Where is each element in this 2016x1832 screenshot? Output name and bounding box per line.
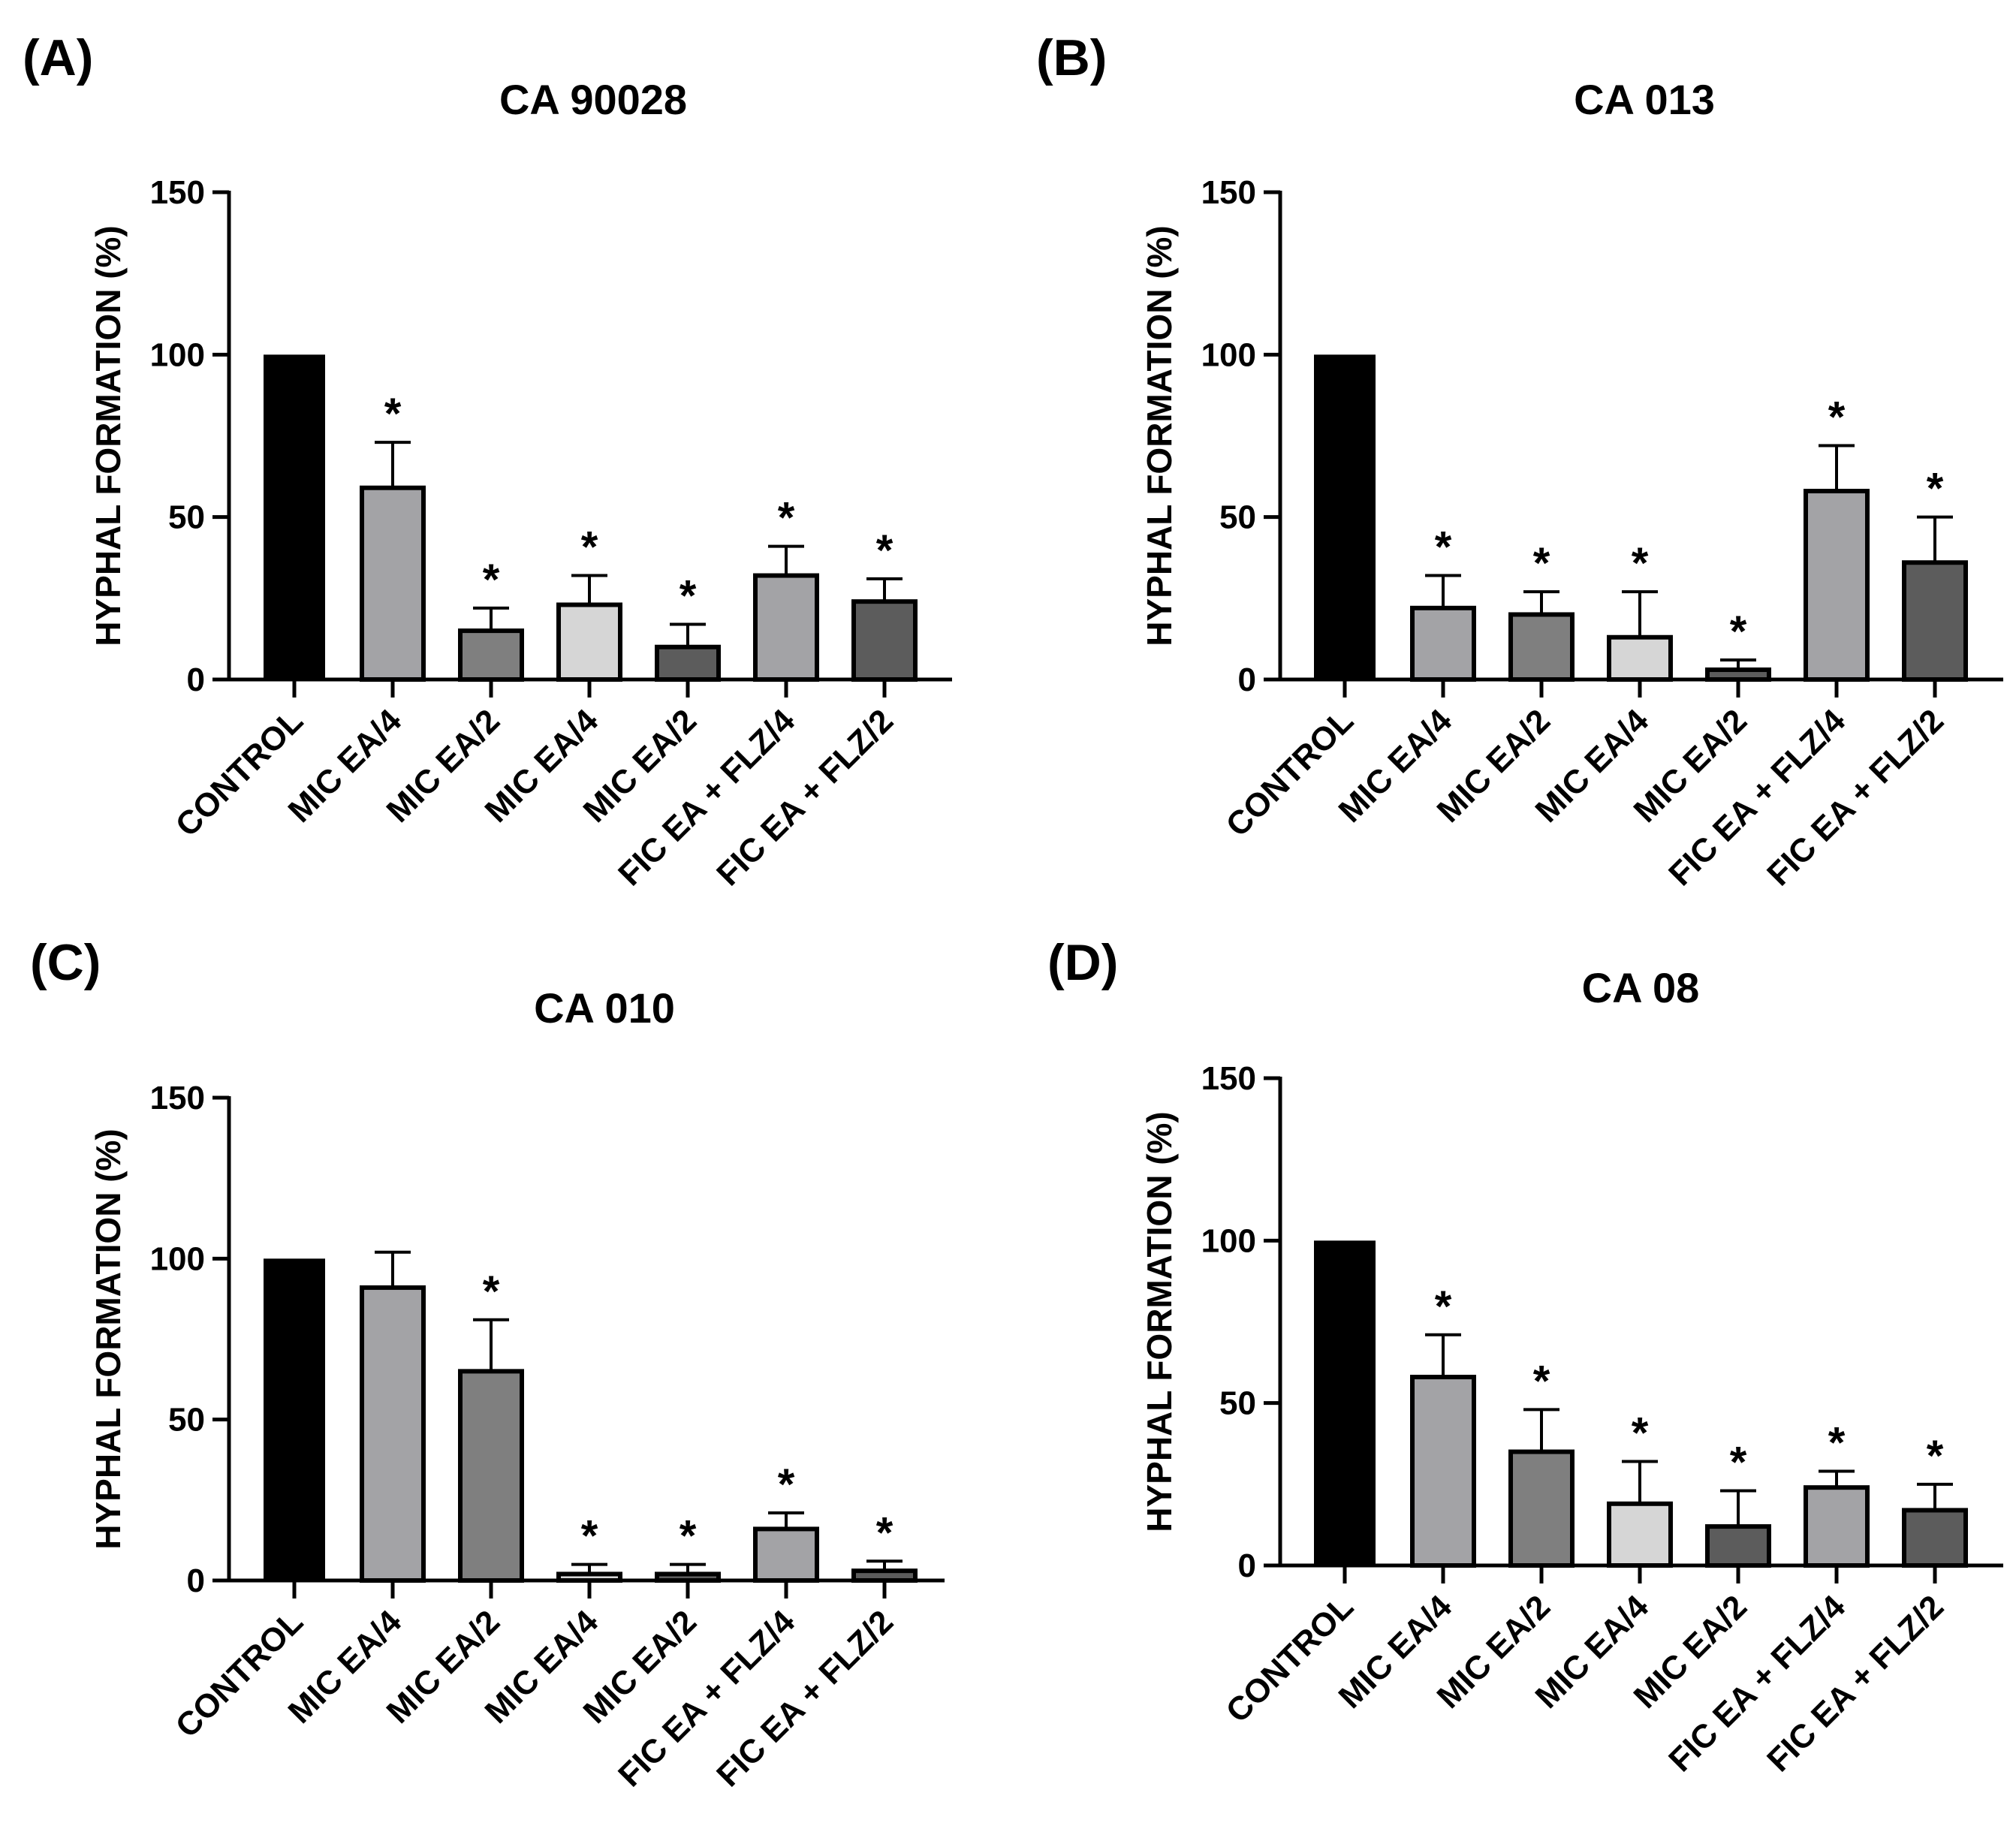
significance-mark: *: [1533, 1357, 1550, 1406]
y-tick-label: 0: [1238, 661, 1256, 698]
significance-mark: *: [778, 1460, 795, 1509]
y-tick-label: 150: [150, 174, 205, 211]
significance-mark: *: [1828, 1419, 1846, 1468]
significance-mark: *: [1533, 539, 1550, 588]
bar: [1902, 560, 1968, 682]
significance-mark: *: [581, 523, 598, 572]
significance-mark: *: [1927, 1432, 1944, 1481]
x-tick-label: FIC EA + FLZ/4: [1662, 702, 1852, 893]
bar: [1607, 634, 1673, 682]
significance-mark: *: [1730, 1438, 1747, 1487]
x-tick-label: FIC EA + FLZ/2: [1760, 702, 1951, 893]
panel-label: (C): [30, 934, 101, 991]
x-tick-label: FIC EA + FLZ/2: [710, 702, 900, 893]
y-axis-label: HYPHAL FORMATION (%): [89, 225, 128, 646]
significance-mark: *: [1435, 523, 1452, 572]
y-tick-label: 100: [1201, 1222, 1256, 1259]
y-tick-label: 0: [187, 1562, 205, 1599]
panel-label: (D): [1047, 934, 1118, 991]
x-tick-label: FIC EA + FLZ/4: [611, 1603, 802, 1794]
y-axis-label: HYPHAL FORMATION (%): [89, 1128, 128, 1550]
bar: [1607, 1501, 1673, 1568]
chart-title: CA 08: [1582, 964, 1700, 1011]
bar: [360, 485, 426, 682]
bar: [1314, 354, 1376, 679]
significance-mark: *: [876, 526, 893, 575]
bar: [851, 599, 918, 682]
panel-label: (B): [1036, 29, 1107, 86]
x-tick-label: CONTROL: [169, 702, 310, 843]
y-tick-label: 100: [150, 336, 205, 373]
significance-mark: *: [483, 1267, 500, 1316]
chart-panel: (D) CA 08 HYPHAL FORMATION (%) 0 50 100 150 CON…: [1047, 934, 2003, 1779]
panel-label: (A): [23, 29, 93, 86]
significance-mark: *: [680, 1512, 697, 1561]
y-tick-label: 0: [187, 661, 205, 698]
bar: [556, 1571, 622, 1583]
y-tick-label: 150: [150, 1080, 205, 1116]
bar: [1804, 489, 1870, 682]
y-tick-label: 50: [1219, 1385, 1256, 1422]
bar: [1508, 1449, 1575, 1568]
significance-mark: *: [680, 571, 697, 620]
bar: [753, 1526, 819, 1583]
y-tick-label: 150: [1201, 1060, 1256, 1097]
significance-mark: *: [483, 556, 500, 604]
x-tick-label: FIC EA + FLZ/4: [611, 702, 802, 893]
chart-panel: (B) CA 013 HYPHAL FORMATION (%) 0 50 100 150 CO…: [1036, 29, 2003, 893]
bar: [851, 1568, 918, 1583]
x-tick-label: FIC EA + FLZ/2: [1760, 1588, 1951, 1779]
y-tick-label: 0: [1238, 1547, 1256, 1584]
x-tick-label: CONTROL: [169, 1603, 310, 1744]
chart-panel: (C) CA 010 HYPHAL FORMATION (%) 0 50 100 150 CO…: [30, 934, 945, 1794]
bar: [1705, 1524, 1771, 1568]
bar: [264, 1258, 325, 1580]
significance-mark: *: [876, 1508, 893, 1557]
y-tick-label: 50: [168, 499, 205, 536]
bar: [458, 1369, 524, 1583]
bar: [458, 628, 524, 682]
significance-mark: *: [581, 1512, 598, 1561]
bar: [655, 1571, 721, 1583]
y-tick-label: 150: [1201, 174, 1256, 211]
significance-mark: *: [778, 494, 795, 543]
significance-mark: *: [1927, 465, 1944, 514]
bar: [264, 354, 325, 679]
bar: [1902, 1508, 1968, 1568]
bar: [1705, 667, 1771, 682]
significance-mark: *: [1435, 1282, 1452, 1331]
chart-title: CA 90028: [499, 76, 687, 123]
x-tick-label: FIC EA + FLZ/4: [1662, 1588, 1852, 1779]
bar: [1410, 1375, 1476, 1568]
bar: [1410, 605, 1476, 682]
x-tick-label: CONTROL: [1219, 702, 1361, 843]
y-tick-label: 100: [150, 1240, 205, 1277]
x-tick-label: CONTROL: [1219, 1588, 1361, 1729]
chart-title: CA 010: [534, 984, 675, 1032]
significance-mark: *: [1730, 607, 1747, 656]
y-tick-label: 100: [1201, 336, 1256, 373]
significance-mark: *: [1828, 393, 1846, 441]
bar: [753, 573, 819, 682]
significance-mark: *: [1632, 539, 1649, 588]
y-tick-label: 50: [168, 1402, 205, 1439]
y-tick-label: 50: [1219, 499, 1256, 536]
bar: [655, 644, 721, 682]
y-axis-label: HYPHAL FORMATION (%): [1140, 1111, 1179, 1532]
bar: [1314, 1240, 1376, 1565]
y-axis-label: HYPHAL FORMATION (%): [1140, 225, 1179, 646]
bar: [1804, 1485, 1870, 1568]
significance-mark: *: [384, 390, 402, 438]
bar: [1508, 612, 1575, 682]
x-tick-label: FIC EA + FLZ/2: [710, 1603, 900, 1794]
bar: [556, 602, 622, 682]
bar: [360, 1285, 426, 1583]
chart-title: CA 013: [1574, 76, 1715, 123]
significance-mark: *: [1632, 1409, 1649, 1458]
chart-panel: (A) CA 90028 HYPHAL FORMATION (%) 0 50 100 150…: [23, 29, 952, 893]
